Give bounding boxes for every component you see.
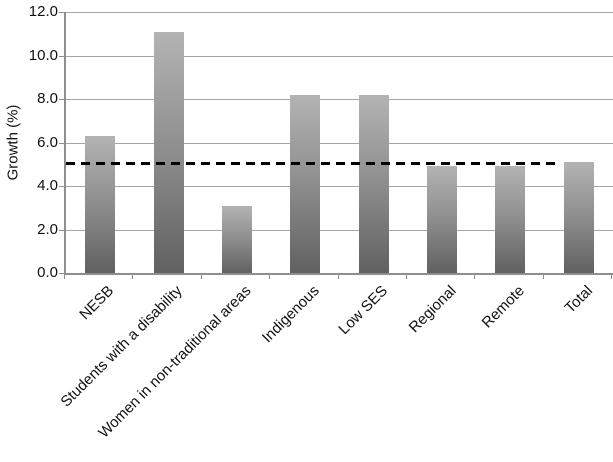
y-tick-mark bbox=[59, 273, 64, 274]
bar-students-with-a-disability bbox=[153, 31, 184, 273]
x-tick-label: NESB bbox=[76, 282, 118, 324]
bar-regional bbox=[427, 166, 458, 273]
x-tick-label: Low SES bbox=[335, 282, 392, 338]
x-tick-mark bbox=[611, 275, 612, 279]
x-tick-label: Women in non-traditional areas bbox=[95, 282, 255, 442]
y-tick-mark bbox=[59, 229, 64, 231]
y-tick-label: 4.0 bbox=[37, 177, 58, 194]
y-tick-label: 12.0 bbox=[28, 3, 58, 20]
y-tick-label: 10.0 bbox=[28, 46, 58, 64]
y-tick-mark bbox=[59, 55, 64, 57]
y-tick-label: 8.0 bbox=[37, 90, 58, 107]
y-tick-mark bbox=[59, 12, 64, 13]
x-tick-mark bbox=[337, 275, 339, 279]
y-tick-mark bbox=[59, 142, 64, 144]
x-tick-label: Remote bbox=[478, 282, 528, 332]
x-tick-label: Students with a disability bbox=[57, 282, 186, 411]
x-tick-mark bbox=[64, 275, 65, 279]
gridline bbox=[66, 229, 613, 231]
reference-line bbox=[66, 162, 558, 166]
x-tick-mark bbox=[132, 275, 134, 279]
bar-nesb bbox=[85, 135, 116, 273]
x-tick-label: Total bbox=[561, 282, 597, 317]
bar-total bbox=[563, 162, 594, 273]
bar-remote bbox=[495, 166, 526, 273]
x-tick-mark bbox=[200, 275, 202, 279]
x-tick-mark bbox=[269, 275, 271, 279]
x-tick-mark bbox=[542, 275, 544, 279]
y-tick-label: 2.0 bbox=[37, 220, 58, 238]
gridline bbox=[66, 142, 613, 144]
y-axis-title: Growth (%) bbox=[4, 104, 22, 181]
bar-indigenous bbox=[290, 94, 321, 273]
plot-area bbox=[64, 12, 613, 275]
gridline bbox=[66, 12, 613, 13]
x-tick-mark bbox=[405, 275, 407, 279]
bar-low-ses bbox=[358, 94, 389, 273]
y-tick-label: 6.0 bbox=[37, 133, 58, 151]
x-tick-mark bbox=[474, 275, 476, 279]
gridline bbox=[66, 55, 613, 57]
gridline bbox=[66, 186, 613, 187]
y-tick-mark bbox=[59, 186, 64, 187]
y-tick-mark bbox=[59, 99, 64, 100]
gridline bbox=[66, 99, 613, 100]
x-tick-label: Indigenous bbox=[258, 282, 323, 347]
y-tick-label: 0.0 bbox=[37, 264, 58, 281]
x-tick-label: Regional bbox=[405, 282, 460, 337]
bar-women-in-non-traditional-areas bbox=[221, 205, 252, 273]
